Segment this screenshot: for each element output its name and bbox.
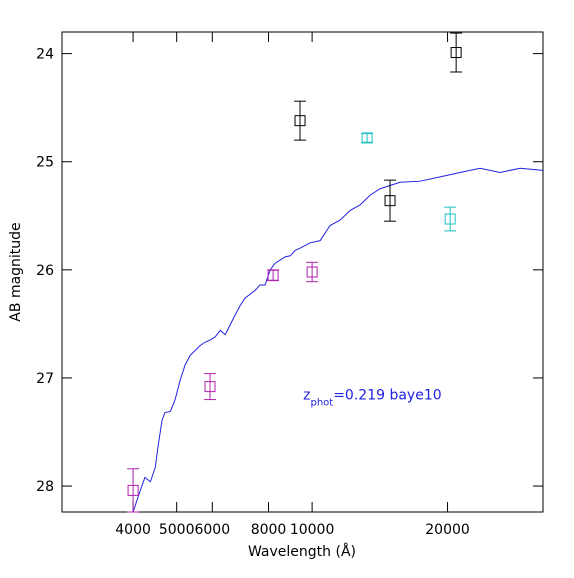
data-point (384, 195, 396, 207)
y-tick-label: 26 (36, 263, 54, 279)
plot-frame (61, 31, 544, 513)
annotation-part: phot (310, 397, 333, 408)
data-point (444, 213, 456, 225)
data-point (267, 269, 279, 281)
y-tick-label: 24 (36, 47, 54, 63)
x-tick-label: 5000 (159, 522, 195, 538)
data-point (361, 132, 373, 144)
y-tick-label: 28 (36, 479, 54, 495)
data-point (306, 266, 318, 278)
x-tick-label: 20000 (425, 522, 470, 538)
y-tick-label: 25 (36, 155, 54, 171)
y-tick-label: 27 (36, 371, 54, 387)
data-point (204, 381, 216, 393)
x-axis-label: Wavelength (Å) (248, 543, 356, 560)
model-line (132, 167, 543, 512)
data-point (294, 115, 306, 127)
x-tick-label: 6000 (194, 522, 230, 538)
x-tick-label: 8000 (251, 522, 287, 538)
y-axis-label: AB magnitude (8, 222, 24, 321)
data-point (450, 47, 462, 59)
x-tick-label: 4000 (115, 522, 151, 538)
annotation-part: z (303, 388, 310, 404)
data-point (127, 484, 139, 496)
x-tick-label: 10000 (290, 522, 335, 538)
annotation: zphot=0.219 baye10 (303, 388, 442, 409)
annotation-part: =0.219 baye10 (333, 388, 441, 404)
